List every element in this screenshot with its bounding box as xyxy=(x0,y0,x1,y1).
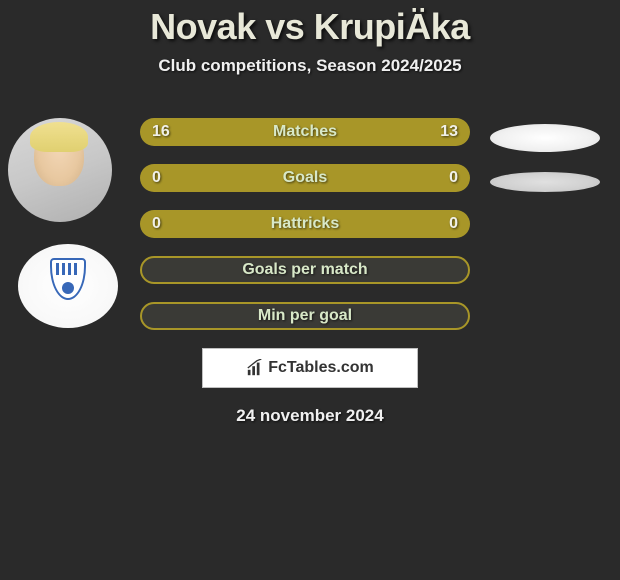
player-right-avatar xyxy=(490,124,600,152)
stat-label: Hattricks xyxy=(271,215,339,233)
stat-row-matches: 16 Matches 13 xyxy=(140,118,470,146)
stat-label: Matches xyxy=(273,123,337,141)
shield-icon xyxy=(50,258,86,300)
stat-value-left: 0 xyxy=(152,169,161,187)
stat-row-goals: 0 Goals 0 xyxy=(140,164,470,192)
stat-label: Min per goal xyxy=(258,307,352,325)
source-logo-text: FcTables.com xyxy=(268,359,374,377)
stat-row-goals-per-match: Goals per match xyxy=(140,256,470,284)
stat-value-left: 0 xyxy=(152,215,161,233)
content-area: 16 Matches 13 0 Goals 0 0 Hattricks 0 Go… xyxy=(0,118,620,426)
stat-label: Goals per match xyxy=(242,261,367,279)
stat-value-right: 0 xyxy=(449,215,458,233)
player-right-club-badge xyxy=(490,172,600,192)
page-title: Novak vs KrupiÄka xyxy=(0,6,620,48)
stat-value-left: 16 xyxy=(152,123,170,141)
date-label: 24 november 2024 xyxy=(0,406,620,426)
chart-icon xyxy=(246,359,264,377)
stat-row-hattricks: 0 Hattricks 0 xyxy=(140,210,470,238)
stat-value-right: 13 xyxy=(440,123,458,141)
stat-value-right: 0 xyxy=(449,169,458,187)
source-logo[interactable]: FcTables.com xyxy=(202,348,418,388)
page-subtitle: Club competitions, Season 2024/2025 xyxy=(0,56,620,76)
player-left-club-badge xyxy=(18,244,118,328)
player-left-avatar xyxy=(8,118,112,222)
comparison-card: Novak vs KrupiÄka Club competitions, Sea… xyxy=(0,0,620,426)
stat-label: Goals xyxy=(283,169,327,187)
stats-rows: 16 Matches 13 0 Goals 0 0 Hattricks 0 Go… xyxy=(140,118,470,330)
stat-row-min-per-goal: Min per goal xyxy=(140,302,470,330)
